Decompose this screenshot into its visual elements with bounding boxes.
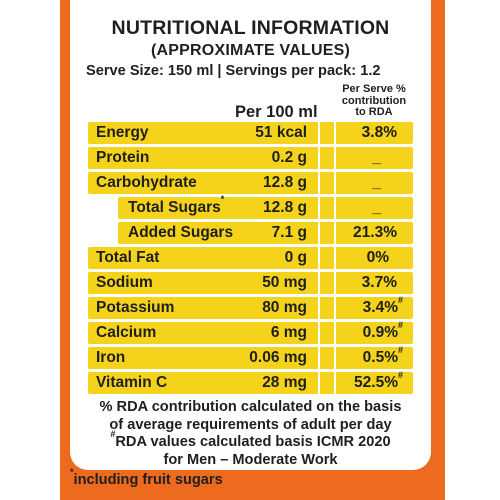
nutrient-name: Calcium	[96, 324, 157, 341]
nutrient-rda: 3.4%#	[362, 294, 403, 316]
nutrient-name: Protein	[96, 149, 150, 166]
column-header-per-100ml: Per 100 ml	[235, 103, 318, 121]
nutrient-row-total-sugars: Total Sugars* 12.8 g _	[118, 193, 413, 219]
hash-marker: #	[397, 319, 403, 330]
rda-header-line-3: to RDA	[355, 106, 393, 118]
nutrient-row-total-fat: Total Fat 0 g 0%	[88, 247, 413, 269]
nutrient-row-iron: Iron 0.06 mg 0.5%#	[88, 344, 413, 369]
nutrient-name: Total Fat	[96, 249, 160, 266]
nutrient-rda: _	[372, 174, 381, 191]
nutrient-row-carbohydrate: Carbohydrate 12.8 g _	[88, 172, 413, 194]
nutrient-value: 12.8 g	[263, 174, 307, 191]
footnote-line-4: for Men – Moderate Work	[163, 451, 338, 468]
nutrient-rda: 3.7%	[361, 274, 397, 291]
rda-header-line-1: Per Serve %	[342, 83, 406, 95]
serve-size-info: Serve Size: 150 ml | Servings per pack: …	[86, 63, 381, 79]
nutrient-name: Vitamin C	[96, 374, 168, 391]
nutrient-value: 7.1 g	[271, 224, 307, 241]
footnote-line-3: #RDA values calculated basis ICMR 2020	[110, 429, 391, 450]
nutrient-rda: 0%	[366, 249, 389, 266]
hash-marker: #	[397, 294, 403, 305]
nutrient-value: 51 kcal	[255, 124, 307, 141]
nutrient-name: Iron	[96, 349, 126, 366]
asterisk-marker: *	[220, 193, 225, 204]
nutrient-value: 0 g	[284, 249, 307, 266]
nutrient-rda: 3.8%	[361, 124, 397, 141]
footnote-line-1: % RDA contribution calculated on the bas…	[99, 399, 402, 415]
nutrient-row-energy: Energy 51 kcal 3.8%	[88, 122, 413, 144]
nutrient-value: 0.2 g	[271, 149, 307, 166]
hash-marker: #	[110, 429, 116, 440]
nutrient-rda: _	[372, 199, 381, 216]
column-header-rda: Per Serve % contribution to RDA	[330, 83, 418, 119]
nutrient-name: Sodium	[96, 274, 153, 291]
nutrient-name: Total Sugars*	[128, 193, 225, 216]
nutrient-name: Potassium	[96, 299, 175, 316]
rda-header-line-2: contribution	[341, 94, 407, 107]
nutrient-row-protein: Protein 0.2 g _	[88, 147, 413, 169]
nutrient-name: Carbohydrate	[96, 174, 197, 191]
nutrient-rda: _	[372, 149, 381, 166]
nutrient-rda: 52.5%#	[354, 369, 403, 391]
nutrient-row-sodium: Sodium 50 mg 3.7%	[88, 272, 413, 294]
nutrient-rda: 21.3%	[353, 224, 397, 241]
asterisk-marker: *	[70, 467, 74, 477]
footnote: % RDA contribution calculated on the bas…	[70, 399, 431, 469]
panel-subtitle: (APPROXIMATE VALUES)	[151, 42, 350, 59]
nutrient-row-potassium: Potassium 80 mg 3.4%#	[88, 294, 413, 319]
hash-marker: #	[397, 344, 403, 355]
nutrient-value: 6 mg	[270, 324, 307, 341]
nutrient-name: Added Sugars	[128, 224, 234, 241]
nutrient-row-added-sugars: Added Sugars 7.1 g 21.3%	[118, 222, 413, 244]
nutrient-value: 28 mg	[262, 374, 307, 391]
nutrient-value: 0.06 mg	[249, 349, 307, 366]
nutrient-value: 12.8 g	[263, 199, 307, 216]
nutrient-rda: 0.9%#	[362, 319, 403, 341]
bottom-note: *including fruit sugars	[70, 467, 223, 488]
nutrient-row-vitamin-c: Vitamin C 28 mg 52.5%#	[88, 369, 413, 394]
nutrient-value: 50 mg	[262, 274, 307, 291]
nutrient-value: 80 mg	[262, 299, 307, 316]
panel-title: NUTRITIONAL INFORMATION	[111, 17, 390, 39]
footnote-line-2: of average requirements of adult per day	[109, 416, 392, 433]
hash-marker: #	[397, 369, 403, 380]
nutrient-row-calcium: Calcium 6 mg 0.9%#	[88, 319, 413, 344]
nutrient-name: Energy	[96, 124, 149, 141]
nutrient-rda: 0.5%#	[362, 344, 403, 366]
